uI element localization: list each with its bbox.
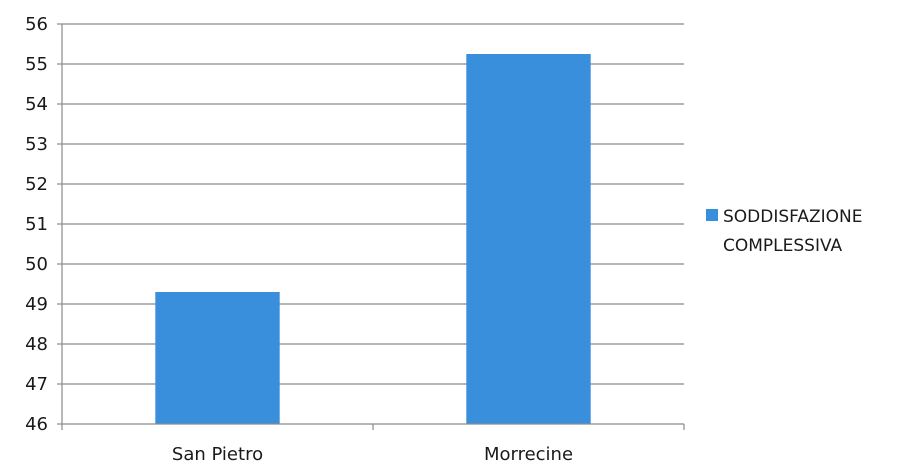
- x-tick-label: San Pietro: [172, 444, 263, 465]
- y-tick-label: 55: [25, 54, 48, 75]
- y-tick-label: 56: [25, 14, 48, 35]
- legend-label-line-2: COMPLESSIVA: [723, 236, 843, 256]
- y-tick-label: 54: [25, 94, 48, 115]
- y-tick-label: 50: [25, 254, 48, 275]
- x-axis-tick-labels: San Pietro Morrecine: [172, 444, 573, 465]
- bars: [155, 54, 591, 424]
- y-tick-label: 49: [25, 294, 48, 315]
- y-tick-label: 53: [25, 134, 48, 155]
- legend-swatch: [706, 209, 718, 221]
- bar: [466, 54, 591, 424]
- bar: [155, 292, 280, 424]
- y-tick-label: 46: [25, 414, 48, 435]
- legend: SODDISFAZIONE COMPLESSIVA: [706, 207, 863, 256]
- axes: [57, 23, 685, 430]
- y-axis-tick-labels: 46 47 48 49 50 51 52 53 54 55 56: [25, 14, 48, 435]
- y-tick-label: 48: [25, 334, 48, 355]
- y-tick-label: 52: [25, 174, 48, 195]
- y-tick-label: 47: [25, 374, 48, 395]
- x-tick-label: Morrecine: [484, 444, 573, 465]
- legend-label-line-1: SODDISFAZIONE: [723, 207, 863, 227]
- y-tick-label: 51: [25, 214, 48, 235]
